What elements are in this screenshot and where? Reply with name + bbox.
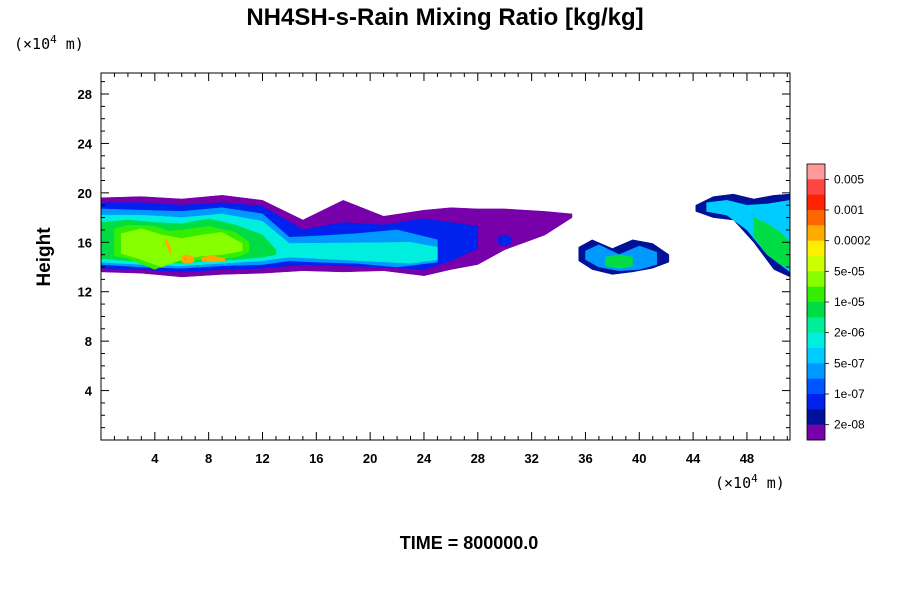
y-unit-label: (×104 m) <box>14 33 84 53</box>
x-tick-label: 36 <box>578 451 592 466</box>
x-tick-label: 12 <box>255 451 269 466</box>
x-tick-label: 4 <box>151 451 159 466</box>
y-tick-label: 4 <box>85 384 93 399</box>
x-tick-label: 24 <box>417 451 432 466</box>
colorbar-swatch <box>807 210 825 226</box>
colorbar-label: 0.0002 <box>834 234 871 248</box>
y-tick-label: 8 <box>85 334 92 349</box>
colorbar-swatch <box>807 179 825 195</box>
colorbar-swatch <box>807 302 825 318</box>
colorbar-label: 0.001 <box>834 203 864 217</box>
colorbar-swatch <box>807 164 825 180</box>
colorbar-swatch <box>807 286 825 303</box>
x-tick-label: 40 <box>632 451 646 466</box>
time-label: TIME = 800000.0 <box>400 533 539 553</box>
mid-cluster-level-13 <box>201 255 226 263</box>
plot-frame <box>100 72 791 441</box>
colorbar-swatch <box>807 240 825 257</box>
colorbar-swatch <box>807 424 825 441</box>
colorbar-label: 2e-08 <box>834 418 865 432</box>
x-unit-label: (×104 m) <box>715 472 785 492</box>
right-patch-level-8 <box>605 254 633 269</box>
small-cell-level-2 <box>497 234 512 247</box>
colorbar-label: 0.005 <box>834 172 864 186</box>
y-tick-label: 20 <box>78 186 92 201</box>
chart-title: NH4SH-s-Rain Mixing Ratio [kg/kg] <box>246 4 643 31</box>
x-tick-label: 32 <box>524 451 538 466</box>
y-axis: 4 8 12 16 20 24 28 <box>78 81 790 429</box>
colorbar-label: 1e-07 <box>834 387 865 401</box>
x-tick-label: 16 <box>309 451 323 466</box>
colorbar-legend: 0.005 0.001 0.0002 5e-05 1e-05 2e-06 5e-07 1e-0… <box>806 163 871 441</box>
colorbar-label: 5e-07 <box>834 356 865 370</box>
colorbar-swatch <box>807 394 825 410</box>
colorbar-swatch <box>807 363 825 379</box>
colorbar-swatch <box>807 378 825 395</box>
contour-fill-layer <box>100 193 791 278</box>
colorbar-swatch <box>807 348 825 364</box>
colorbar-label: 2e-06 <box>834 326 865 340</box>
main-band-level-10 <box>120 228 243 268</box>
colorbar-swatch <box>807 194 825 211</box>
mid-cluster-level-13 <box>181 254 195 264</box>
x-tick-label: 20 <box>363 451 377 466</box>
colorbar-swatch <box>807 409 825 425</box>
colorbar-swatch <box>807 332 825 349</box>
y-tick-label: 24 <box>78 136 93 151</box>
colorbar-label: 1e-05 <box>834 295 865 309</box>
mid-cluster-level-13 <box>165 238 172 255</box>
colorbar-swatch <box>807 317 825 333</box>
x-tick-label: 44 <box>686 451 701 466</box>
y-axis-label: Height <box>34 227 55 287</box>
y-tick-label: 16 <box>78 235 92 250</box>
colorbar-swatch <box>807 271 825 287</box>
y-tick-label: 12 <box>78 285 92 300</box>
x-axis: 4 8 12 16 20 24 28 32 36 40 44 48 <box>113 73 788 466</box>
y-tick-label: 28 <box>78 87 92 102</box>
colorbar-swatch <box>807 225 825 241</box>
x-tick-label: 8 <box>205 451 212 466</box>
colorbar-label: 5e-05 <box>834 264 865 278</box>
x-tick-label: 28 <box>471 451 485 466</box>
x-tick-label: 48 <box>740 451 754 466</box>
colorbar-swatch <box>807 256 825 272</box>
